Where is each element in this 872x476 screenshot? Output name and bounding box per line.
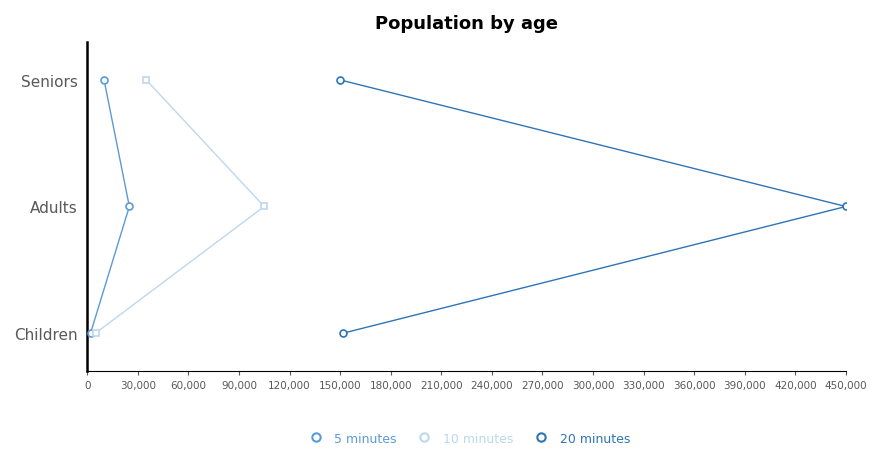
Title: Population by age: Population by age [375, 15, 558, 33]
Legend: 5 minutes, 10 minutes, 20 minutes: 5 minutes, 10 minutes, 20 minutes [298, 427, 635, 450]
